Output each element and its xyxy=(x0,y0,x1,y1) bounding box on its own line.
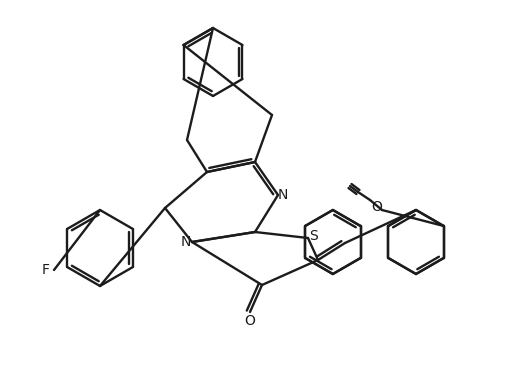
Text: N: N xyxy=(278,188,288,202)
Text: O: O xyxy=(245,314,255,328)
Text: S: S xyxy=(308,229,317,243)
Text: O: O xyxy=(372,200,382,214)
Text: F: F xyxy=(42,263,50,277)
Text: N: N xyxy=(181,235,191,249)
